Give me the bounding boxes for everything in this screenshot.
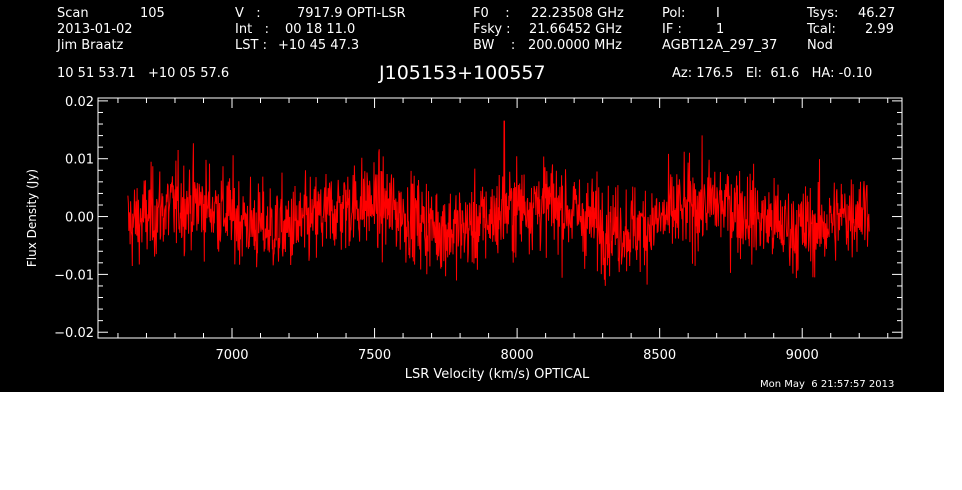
y-axis-label: Flux Density (Jy) (25, 169, 39, 267)
x-tick-label: 8000 (501, 348, 534, 363)
observer: Jim Braatz (57, 38, 124, 53)
y-tick-label: −0.02 (54, 326, 94, 341)
procedure: Nod (807, 38, 833, 53)
axes-layer: 7000 7500 8000 8500 9000 −0.02 −0.01 0.00 0.01 0.… (54, 95, 903, 363)
y-tick-label: 0.02 (65, 95, 94, 110)
f0-label: F0 : (473, 6, 510, 21)
velocity-value: 7917.9 OPTI-LSR (297, 6, 406, 21)
x-tick-label: 7000 (215, 348, 248, 363)
tsys-label: Tsys: (807, 6, 839, 21)
plot-frame (97, 97, 903, 339)
x-axis-label: LSR Velocity (km/s) OPTICAL (405, 367, 590, 382)
bw-value: 200.0000 MHz (528, 38, 622, 53)
source-name: J105153+100557 (379, 62, 546, 84)
spectrum-chart: 7000 7500 8000 8500 9000 −0.02 −0.01 0.00 0.01 0.… (25, 95, 903, 382)
y-tick-label: −0.01 (54, 268, 94, 283)
pol-label: Pol: (662, 6, 686, 21)
pol-value: I (716, 6, 720, 21)
fsky-label: Fsky : (473, 22, 511, 37)
tcal-value: 2.99 (865, 22, 894, 37)
tsys-value: 46.27 (858, 6, 896, 21)
velocity-label: V : (235, 6, 261, 21)
if-value: 1 (716, 22, 725, 37)
lst-label: LST : (235, 38, 267, 53)
scan-label: Scan (57, 6, 89, 21)
scan-value: 105 (140, 6, 165, 21)
y-tick-label: 0.01 (65, 153, 94, 168)
spectrum-trace (127, 120, 870, 286)
integration-value: 00 18 11.0 (285, 22, 356, 37)
integration-label: Int : (235, 22, 269, 37)
y-tick-label: 0.00 (65, 211, 94, 226)
bw-label: BW : (473, 38, 516, 53)
project-id: AGBT12A_297_37 (662, 38, 778, 53)
fsky-value: 21.66452 GHz (529, 22, 622, 37)
date: 2013-01-02 (57, 22, 133, 37)
x-tick-label: 8500 (643, 348, 676, 363)
timestamp: Mon May 6 21:57:57 2013 (760, 379, 895, 390)
coordinates: 10 51 53.71 +10 05 57.6 (57, 66, 230, 81)
pointing-info: Az: 176.5 El: 61.6 HA: -0.10 (672, 66, 873, 81)
x-tick-label: 9000 (786, 348, 819, 363)
trace-layer (127, 120, 870, 286)
x-tick-label: 7500 (358, 348, 391, 363)
plot-panel: Scan 105 2013-01-02 Jim Braatz V : 7917.… (0, 0, 944, 392)
f0-value: 22.23508 GHz (531, 6, 624, 21)
lst-value: +10 45 47.3 (278, 38, 360, 53)
tcal-label: Tcal: (807, 22, 836, 37)
if-label: IF : (662, 22, 682, 37)
